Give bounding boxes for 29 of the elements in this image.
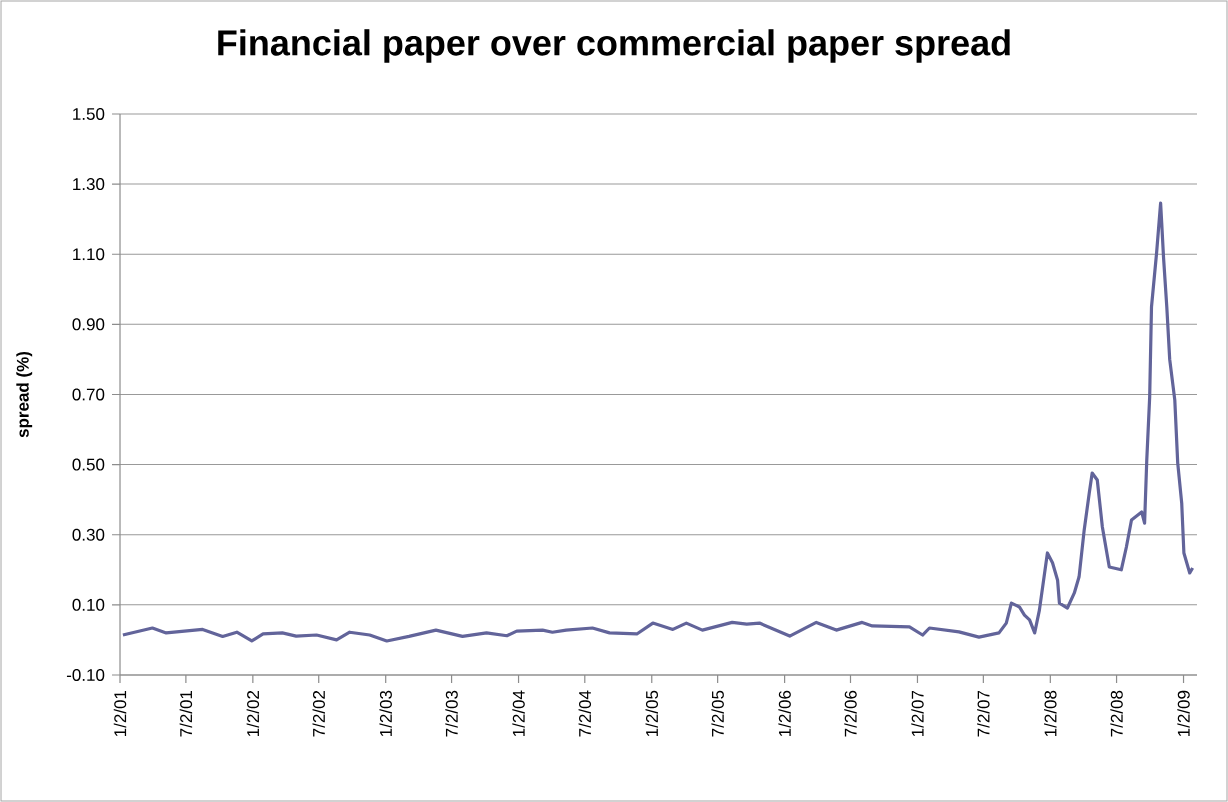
x-tick-label: 7/2/05 [711,690,724,737]
x-tick-label: 7/2/03 [445,690,458,737]
y-tick-label: 0.50 [72,458,105,471]
y-tick-label: 0.90 [72,318,105,331]
x-tick-label: 7/2/08 [1110,690,1123,737]
y-tick-label: 0.70 [72,388,105,401]
y-axis-title: spread (%) [16,351,33,438]
y-tick-label: 1.10 [73,248,105,261]
x-tick-label: 1/2/04 [512,690,525,737]
x-tick-label: 7/2/02 [312,690,325,737]
y-tick-label: 0.30 [72,528,105,541]
y-tick-label: 1.30 [73,178,105,191]
chart-title: Financial paper over commercial paper spread [218,29,1010,63]
x-tick-label: 1/2/06 [778,690,791,737]
x-tick-label: 1/2/05 [645,690,658,737]
x-tick-label: 1/2/02 [246,690,260,737]
y-tick-label: 1.50 [73,107,105,120]
line-series [121,201,1195,643]
x-tick-label: 1/2/08 [1044,690,1057,737]
x-tick-label: 7/2/04 [578,690,592,737]
x-tick-label: 1/2/09 [1177,690,1190,737]
x-tick-label: 7/2/07 [977,690,990,737]
x-tick-label: 1/2/07 [911,690,924,737]
x-tick-label: 1/2/01 [113,690,127,737]
x-tick-label: 7/2/01 [179,690,193,737]
y-tick-label: -0.10 [66,668,105,681]
y-tick-label: 0.10 [72,598,105,611]
x-tick-label: 7/2/06 [844,690,857,737]
x-tick-label: 1/2/03 [379,690,392,737]
